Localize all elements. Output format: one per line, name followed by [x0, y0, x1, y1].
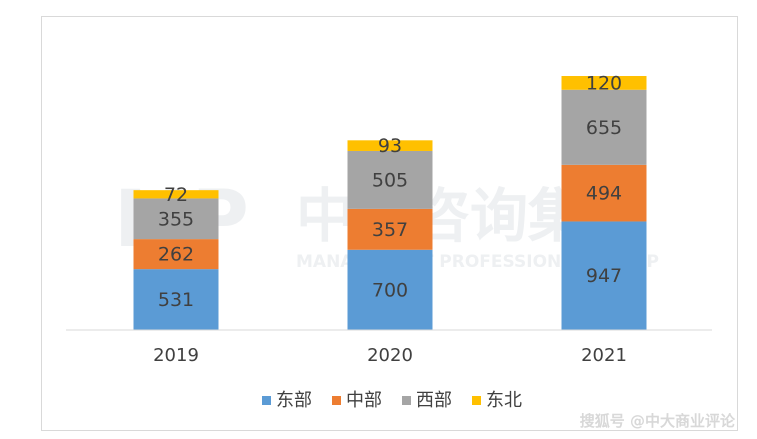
data-label: 700: [372, 279, 408, 301]
bar-segment: [347, 208, 433, 250]
data-label: 505: [372, 169, 408, 191]
source-credit: 搜狐号 @中大商业评论: [580, 412, 736, 430]
legend-label: 东部: [276, 390, 312, 411]
data-label: 494: [586, 183, 622, 205]
data-label: 947: [586, 265, 622, 287]
data-label: 355: [158, 208, 194, 230]
data-label: 120: [586, 72, 622, 94]
bar-segment: [133, 198, 219, 240]
data-label: 72: [164, 184, 188, 206]
data-label: 262: [158, 244, 194, 266]
data-label: 93: [378, 135, 402, 157]
data-label: 531: [158, 289, 194, 311]
legend-label: 西部: [416, 390, 452, 411]
legend-swatch: [332, 396, 341, 405]
bar-segment: [561, 221, 647, 330]
x-tick-labels: 2019 2020 2021: [153, 345, 627, 366]
legend-label: 东北: [486, 390, 522, 411]
bar-segment: [133, 190, 219, 199]
legend-swatch: [262, 396, 271, 405]
x-tick-label: 2021: [581, 345, 627, 366]
bar-segment: [347, 249, 433, 330]
x-tick-label: 2019: [153, 345, 199, 366]
legend: 东部 中部 西部 东北: [262, 390, 522, 411]
bar-segment: [561, 76, 647, 90]
bar-segment: [347, 150, 433, 209]
legend-swatch: [472, 396, 481, 405]
bar-segment: [347, 140, 433, 151]
bar-segment: [133, 269, 219, 330]
bar-segment: [133, 239, 219, 270]
legend-swatch: [402, 396, 411, 405]
bar-segment: [561, 164, 647, 222]
data-label: 357: [372, 219, 408, 241]
x-tick-label: 2020: [367, 345, 413, 366]
bar-segment: [561, 89, 647, 165]
data-label: 655: [586, 117, 622, 139]
legend-label: 中部: [346, 390, 382, 411]
